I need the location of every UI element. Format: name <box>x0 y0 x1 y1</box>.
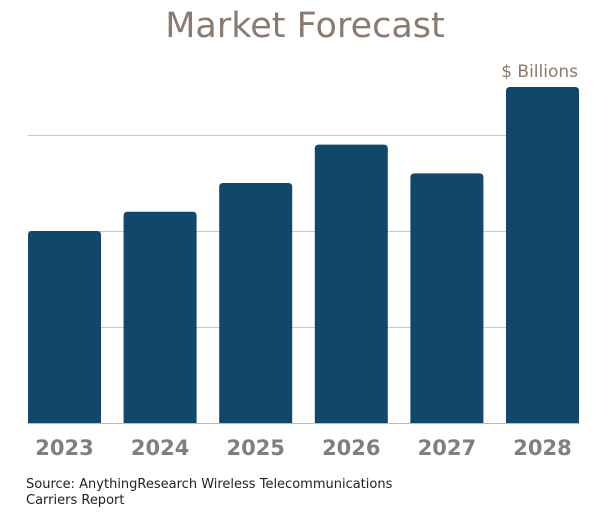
bar-2025 <box>219 183 293 423</box>
x-tick-label: 2028 <box>513 436 571 460</box>
x-tick-label: 2025 <box>226 436 284 460</box>
bar-2026 <box>314 144 388 423</box>
x-tick-label: 2023 <box>35 436 93 460</box>
chart-title: Market Forecast <box>165 6 445 46</box>
bar-2023 <box>28 231 101 423</box>
bar-2027 <box>410 173 484 423</box>
x-tick-label: 2024 <box>131 436 189 460</box>
bar-2028 <box>506 87 579 423</box>
bar-2024 <box>123 211 197 423</box>
source-note: Source: AnythingResearch Wireless Teleco… <box>26 477 393 508</box>
y-axis-unit-label: $ Billions <box>501 62 578 82</box>
x-tick-label: 2027 <box>418 436 476 460</box>
x-tick-label: 2026 <box>322 436 380 460</box>
